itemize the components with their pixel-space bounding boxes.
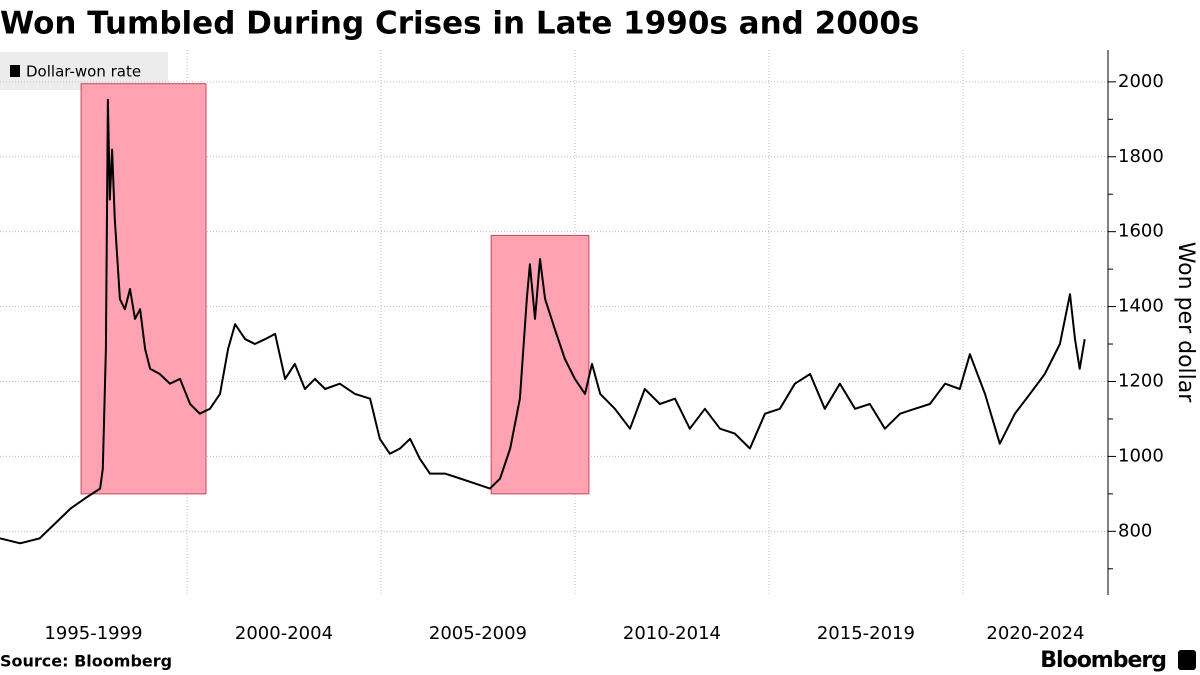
y-tick-label: 1200 [1118,370,1164,391]
y-axis-label: Won per dollar [1173,242,1198,404]
x-period-label: 1995-1999 [44,623,142,644]
legend-label: Dollar-won rate [26,63,141,81]
y-tick-label: 1600 [1118,221,1164,242]
highlight [80,83,207,495]
brand: Bloomberg [1040,648,1166,673]
legend-swatch [10,65,20,77]
brand-icon [1178,650,1196,670]
line [0,98,1086,545]
x-period-label: 2000-2004 [235,623,333,644]
source: Source: Bloomberg [0,652,172,671]
chart-title: Won Tumbled During Crises in Late 1990s … [0,6,919,42]
x-period-label: 2010-2014 [623,623,721,644]
x-period-label: 2005-2009 [429,623,527,644]
y-tick-label: 1400 [1118,296,1164,317]
y-tick-label: 2000 [1118,71,1164,92]
y-tick-label: 1800 [1118,146,1164,167]
y-tick-label: 1000 [1118,445,1164,466]
highlight [490,234,590,495]
x-period-label: 2015-2019 [817,623,915,644]
x-period-label: 2020-2024 [986,623,1084,644]
y-tick-label: 800 [1118,520,1152,541]
